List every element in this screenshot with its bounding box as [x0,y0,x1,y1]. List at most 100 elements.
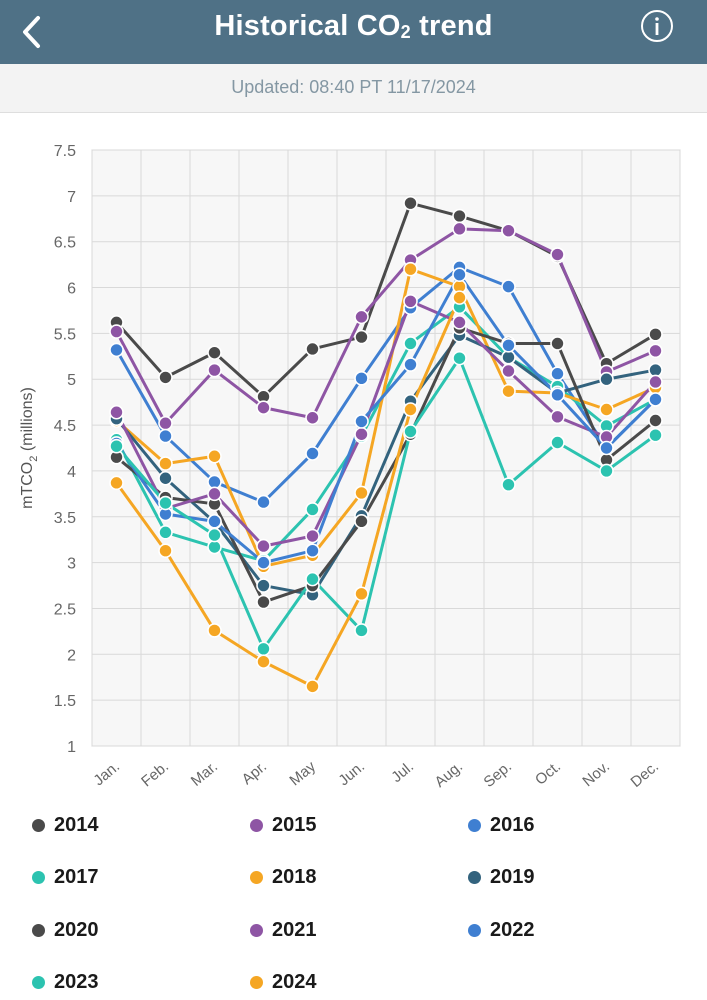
data-point-2015 [207,362,222,378]
y-tick-label: 6 [67,281,76,298]
legend-item-2019[interactable]: 2019 [468,863,535,893]
series-line-2016 [115,265,657,504]
x-tick-label: Oct. [532,758,564,789]
x-tick-label: Aug. [432,758,467,791]
x-tick-label: Mar. [188,758,221,790]
data-point-2017 [403,336,418,351]
data-point-2023 [158,495,173,511]
series-line-2020 [115,326,657,604]
series-line-2023 [115,356,657,651]
y-tick-label: 5.5 [54,326,76,343]
data-point-2023 [501,477,516,492]
data-point-2022 [501,338,516,353]
data-point-2021 [648,374,663,390]
legend-item-2023[interactable]: 2023 [32,968,99,998]
data-point-2014 [158,370,173,385]
legend-item-2017[interactable]: 2017 [32,863,99,893]
data-point-2015 [452,221,467,237]
data-point-2015 [501,223,516,238]
legend-label: 2016 [490,813,535,836]
data-point-2021 [207,486,222,502]
data-point-2019 [648,362,663,378]
legend-label: 2024 [272,971,317,993]
data-point-2022 [256,555,271,570]
data-point-2019 [158,470,173,486]
data-point-2020 [354,514,369,529]
data-point-2024 [158,543,173,558]
y-tick-label: 6.5 [54,235,76,252]
y-tick-label: 5 [67,372,76,389]
legend-item-2016[interactable]: 2016 [468,810,535,840]
data-point-2018 [501,383,516,399]
data-point-2024 [109,475,124,491]
data-point-2014 [305,341,320,357]
y-tick-label: 2.5 [54,601,76,618]
data-point-2023 [305,571,320,587]
x-tick-label: Jan. [90,758,123,789]
data-point-2023 [109,438,124,454]
data-point-2023 [354,623,369,638]
data-point-2024 [256,654,271,669]
legend-item-2024[interactable]: 2024 [250,968,317,998]
back-chevron-icon[interactable] [14,12,54,52]
legend-dot-icon [32,871,45,884]
legend-label: 2022 [490,918,535,941]
info-icon[interactable] [640,9,674,43]
legend-label: 2015 [272,813,317,836]
legend-item-2022[interactable]: 2022 [468,915,535,945]
legend-item-2020[interactable]: 2020 [32,915,99,945]
y-tick-label: 4.5 [54,418,76,435]
data-point-2015 [109,324,124,339]
data-point-2016 [256,494,271,510]
data-point-2023 [599,463,614,479]
data-point-2021 [501,363,516,379]
legend-label: 2019 [490,866,535,888]
legend-label: 2021 [272,918,317,941]
data-point-2015 [550,247,565,262]
legend-item-2021[interactable]: 2021 [250,915,317,945]
data-point-2023 [550,435,565,450]
data-point-2015 [354,309,369,325]
legend-dot-icon [32,976,45,989]
data-point-2023 [648,427,663,443]
data-point-2017 [207,539,222,555]
page-title: Historical CO2 trend [214,10,493,42]
legend-label: 2020 [54,918,99,941]
data-point-2024 [207,623,222,638]
legend-label: 2017 [54,866,99,888]
data-point-2014 [354,329,369,345]
data-point-2020 [550,336,565,351]
data-point-2021 [403,293,418,309]
data-point-2021 [256,538,271,554]
legend-dot-icon [250,976,263,989]
y-axis-label-part: mTCO [19,462,36,509]
y-tick-label: 3.5 [54,510,76,527]
chart-legend: 2014 2015 2016 2017 2018 2019 2020 2021 2022 2023… [0,805,707,1000]
y-axis-label-part: (millions) [19,387,36,455]
y-tick-label: 3 [67,556,76,573]
data-point-2022 [403,357,418,372]
data-point-2020 [648,413,663,428]
y-tick-label: 2 [67,647,76,664]
series-line-2017 [115,305,657,563]
x-tick-label: Dec. [628,758,663,791]
data-point-2014 [207,345,222,360]
x-tick-label: Feb. [138,758,172,790]
legend-item-2014[interactable]: 2014 [32,810,99,840]
series-line-2021 [115,299,657,548]
data-point-2022 [599,440,614,456]
data-point-2015 [256,400,271,415]
y-axis-label-part: 2 [28,456,40,462]
legend-item-2015[interactable]: 2015 [250,810,317,840]
data-point-2016 [501,279,516,294]
legend-label: 2014 [54,813,99,836]
legend-item-2018[interactable]: 2018 [250,863,317,893]
legend-dot-icon [250,818,263,832]
y-tick-label: 4 [67,464,76,481]
data-point-2014 [452,208,467,224]
legend-dot-icon [32,923,45,937]
series-line-2024 [115,297,461,688]
updated-timestamp: Updated: 08:40 PT 11/17/2024 [0,64,707,113]
data-point-2020 [256,594,271,610]
data-point-2022 [305,543,320,558]
